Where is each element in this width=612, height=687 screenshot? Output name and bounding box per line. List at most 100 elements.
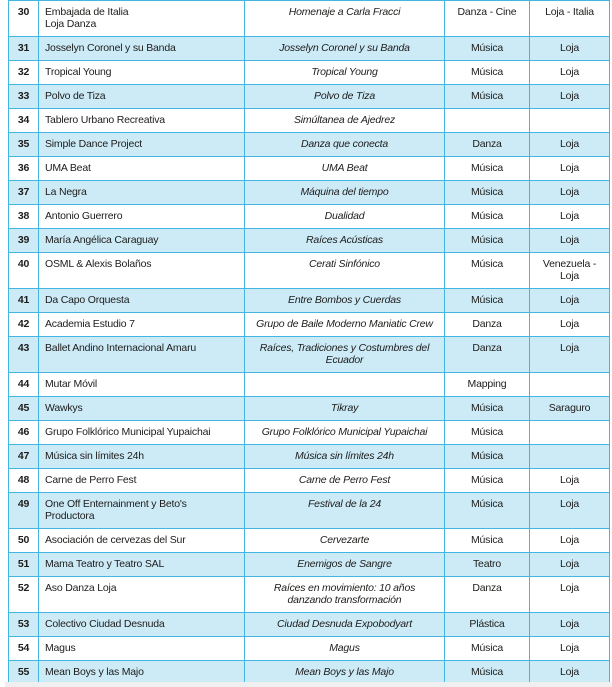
row-number-cell: 40 bbox=[8, 252, 39, 289]
row-number-cell: 35 bbox=[8, 132, 39, 157]
table-row: 39 María Angélica Caraguay Raíces Acústica… bbox=[8, 228, 610, 253]
location-cell: Loja bbox=[529, 468, 610, 493]
events-table: 30 Embajada de Italia Loja Danza Homenaje … bbox=[8, 0, 610, 685]
name-cell: María Angélica Caraguay bbox=[38, 228, 245, 253]
title-cell: UMA Beat bbox=[244, 156, 445, 181]
title-cell: Entre Bombos y Cuerdas bbox=[244, 288, 445, 313]
table-row: 30 Embajada de Italia Loja Danza Homenaje … bbox=[8, 0, 610, 37]
location-cell: Loja bbox=[529, 156, 610, 181]
category-cell: Música bbox=[444, 84, 530, 109]
title-cell: Cerati Sinfónico bbox=[244, 252, 445, 289]
title-cell: Mean Boys y las Majo bbox=[244, 660, 445, 685]
row-number-cell: 52 bbox=[8, 576, 39, 613]
category-cell: Música bbox=[444, 60, 530, 85]
name-cell: Mutar Móvil bbox=[38, 372, 245, 397]
row-number-cell: 51 bbox=[8, 552, 39, 577]
category-cell: Música bbox=[444, 288, 530, 313]
row-number-cell: 49 bbox=[8, 492, 39, 529]
name-cell: UMA Beat bbox=[38, 156, 245, 181]
category-cell: Música bbox=[444, 636, 530, 661]
row-number-cell: 34 bbox=[8, 108, 39, 133]
location-cell bbox=[529, 108, 610, 133]
category-cell: Danza bbox=[444, 336, 530, 373]
table-row: 45 Wawkys Tikray Música Saraguro bbox=[8, 396, 610, 421]
title-cell: Magus bbox=[244, 636, 445, 661]
category-cell: Música bbox=[444, 420, 530, 445]
location-cell: Loja bbox=[529, 312, 610, 337]
name-cell: OSML & Alexis Bolaños bbox=[38, 252, 245, 289]
events-table-body: 30 Embajada de Italia Loja Danza Homenaje … bbox=[8, 0, 610, 685]
name-cell: Simple Dance Project bbox=[38, 132, 245, 157]
table-row: 34 Tablero Urbano Recreativa Simúltanea de… bbox=[8, 108, 610, 133]
title-cell: Música sin límites 24h bbox=[244, 444, 445, 469]
location-cell: Loja bbox=[529, 180, 610, 205]
location-cell bbox=[529, 444, 610, 469]
location-cell: Loja bbox=[529, 636, 610, 661]
name-cell: Asociación de cervezas del Sur bbox=[38, 528, 245, 553]
category-cell: Música bbox=[444, 180, 530, 205]
location-cell: Loja bbox=[529, 228, 610, 253]
title-cell: Festival de la 24 bbox=[244, 492, 445, 529]
table-row: 42 Academia Estudio 7 Grupo de Baile Moder… bbox=[8, 312, 610, 337]
table-row: 54 Magus Magus Música Loja bbox=[8, 636, 610, 661]
title-cell: Tikray bbox=[244, 396, 445, 421]
table-row: 32 Tropical Young Tropical Young Música Loja bbox=[8, 60, 610, 85]
table-row: 43 Ballet Andino Internacional Amaru Raíce… bbox=[8, 336, 610, 373]
table-row: 49 One Off Enternainment y Beto's Product… bbox=[8, 492, 610, 529]
title-cell: Raíces, Tradiciones y Costumbres del Ecu… bbox=[244, 336, 445, 373]
title-cell bbox=[244, 372, 445, 397]
category-cell: Música bbox=[444, 228, 530, 253]
name-cell: Carne de Perro Fest bbox=[38, 468, 245, 493]
name-cell: Antonio Guerrero bbox=[38, 204, 245, 229]
title-cell: Polvo de Tiza bbox=[244, 84, 445, 109]
location-cell: Loja bbox=[529, 36, 610, 61]
category-cell: Música bbox=[444, 492, 530, 529]
name-cell: One Off Enternainment y Beto's Productor… bbox=[38, 492, 245, 529]
row-number-cell: 50 bbox=[8, 528, 39, 553]
row-number-cell: 38 bbox=[8, 204, 39, 229]
location-cell: Loja bbox=[529, 660, 610, 685]
category-cell: Música bbox=[444, 252, 530, 289]
name-cell: Embajada de Italia Loja Danza bbox=[38, 0, 245, 37]
name-cell: Magus bbox=[38, 636, 245, 661]
category-cell: Música bbox=[444, 396, 530, 421]
row-number-cell: 53 bbox=[8, 612, 39, 637]
category-cell: Danza bbox=[444, 576, 530, 613]
title-cell: Tropical Young bbox=[244, 60, 445, 85]
name-cell: Ballet Andino Internacional Amaru bbox=[38, 336, 245, 373]
name-cell: La Negra bbox=[38, 180, 245, 205]
category-cell: Mapping bbox=[444, 372, 530, 397]
name-cell: Josselyn Coronel y su Banda bbox=[38, 36, 245, 61]
name-cell: Mean Boys y las Majo bbox=[38, 660, 245, 685]
category-cell: Danza bbox=[444, 132, 530, 157]
row-number-cell: 55 bbox=[8, 660, 39, 685]
location-cell: Loja bbox=[529, 204, 610, 229]
table-row: 47 Música sin límites 24h Música sin límit… bbox=[8, 444, 610, 469]
table-row: 33 Polvo de Tiza Polvo de Tiza Música Loja bbox=[8, 84, 610, 109]
location-cell: Loja bbox=[529, 492, 610, 529]
category-cell: Plástica bbox=[444, 612, 530, 637]
table-row: 53 Colectivo Ciudad Desnuda Ciudad Desnuda… bbox=[8, 612, 610, 637]
category-cell: Danza bbox=[444, 312, 530, 337]
location-cell: Loja bbox=[529, 84, 610, 109]
location-cell: Loja bbox=[529, 336, 610, 373]
name-cell: Mama Teatro y Teatro SAL bbox=[38, 552, 245, 577]
name-cell: Aso Danza Loja bbox=[38, 576, 245, 613]
category-cell: Música bbox=[444, 156, 530, 181]
title-cell: Ciudad Desnuda Expobodyart bbox=[244, 612, 445, 637]
name-cell: Da Capo Orquesta bbox=[38, 288, 245, 313]
name-cell: Tropical Young bbox=[38, 60, 245, 85]
location-cell: Loja bbox=[529, 132, 610, 157]
row-number-cell: 43 bbox=[8, 336, 39, 373]
table-row: 50 Asociación de cervezas del Sur Cervezar… bbox=[8, 528, 610, 553]
title-cell: Simúltanea de Ajedrez bbox=[244, 108, 445, 133]
row-number-cell: 39 bbox=[8, 228, 39, 253]
page-footer-strip bbox=[5, 682, 612, 687]
table-row: 52 Aso Danza Loja Raíces en movimiento: 10… bbox=[8, 576, 610, 613]
name-cell: Academia Estudio 7 bbox=[38, 312, 245, 337]
title-cell: Enemigos de Sangre bbox=[244, 552, 445, 577]
category-cell: Música bbox=[444, 468, 530, 493]
row-number-cell: 37 bbox=[8, 180, 39, 205]
table-row: 44 Mutar Móvil Mapping bbox=[8, 372, 610, 397]
